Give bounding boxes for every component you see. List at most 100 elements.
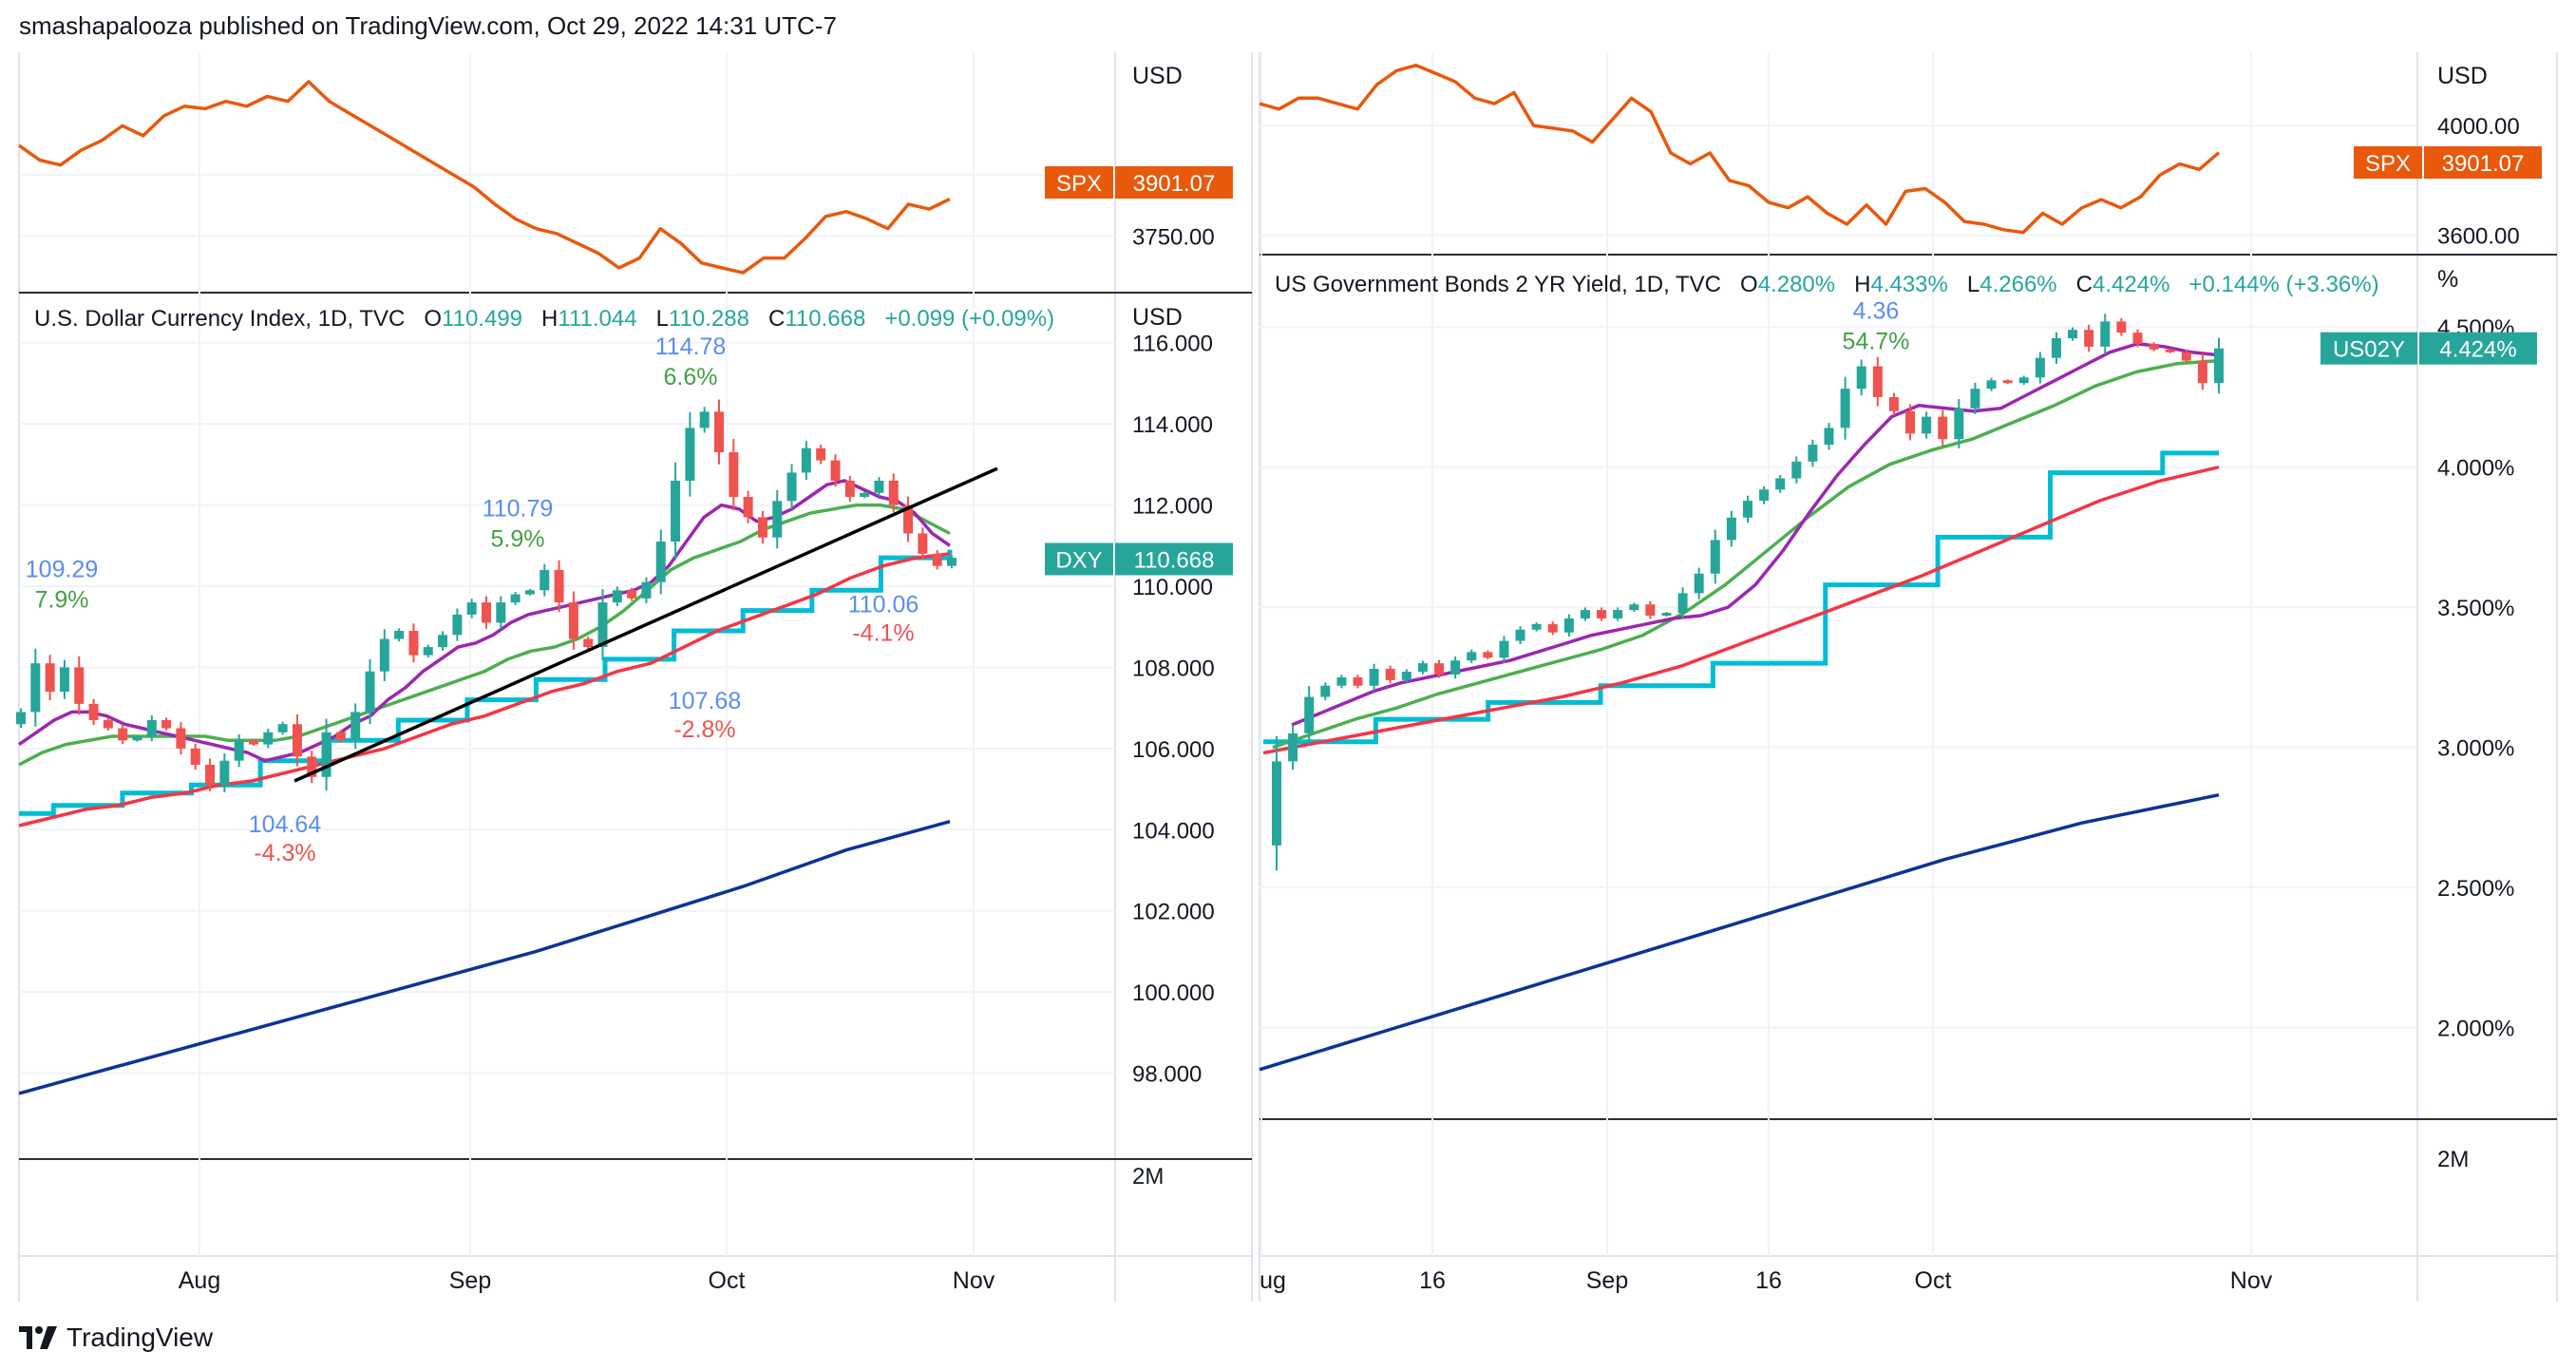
- left-dxy-candle-body: [219, 760, 230, 786]
- right-spx-badge-value: 3901.07: [2442, 151, 2525, 177]
- left-dxy-candle-body: [801, 447, 811, 473]
- us02y-close: 4.424%: [2093, 272, 2170, 297]
- left-annotation-value: 107.68: [669, 688, 741, 714]
- left-dxy-candle-body: [30, 663, 41, 713]
- left-main-tick: 110.000: [1132, 575, 1213, 600]
- right-us02y-candle-body: [1872, 366, 1883, 397]
- right-us02y-candle-body: [1369, 669, 1379, 686]
- left-dxy-candle-body: [496, 602, 506, 623]
- left-x-tick: Aug: [179, 1267, 220, 1294]
- right-us02y-candle-body: [1613, 610, 1623, 618]
- left-dxy-badge-value: 110.668: [1134, 547, 1215, 573]
- tradingview-logo-icon: [19, 1326, 57, 1349]
- left-dxy-candle-body: [743, 497, 753, 518]
- dxy-h-label: H: [541, 306, 559, 332]
- left-dxy-candle-body: [816, 447, 826, 461]
- left-trendline: [294, 466, 998, 783]
- right-green-ma: [1272, 358, 2220, 750]
- left-annotation-value: 114.78: [655, 333, 727, 360]
- left-main-tick: 108.000: [1132, 656, 1215, 681]
- right-x-tick: ug: [1260, 1267, 1286, 1294]
- us02y-c-label: C: [2075, 272, 2093, 297]
- right-spx-badge-symbol-bg: [2354, 146, 2422, 179]
- right-us02y-candle-body: [2165, 349, 2175, 352]
- right-spx-tick: 3600.00: [2437, 224, 2520, 250]
- right-us02y-candle-body: [1417, 663, 1428, 672]
- right-red-ma: [1262, 465, 2220, 755]
- left-dxy-candle-body: [583, 638, 594, 648]
- right-us02y-candle-body: [1401, 671, 1411, 680]
- left-dxy-candle-body: [292, 724, 302, 757]
- left-dxy-badge-symbol: DXY: [1055, 547, 1102, 573]
- left-spx-line: [17, 80, 951, 275]
- right-us02y-candle-body: [1661, 613, 1672, 616]
- left-main-tick: 106.000: [1132, 737, 1215, 763]
- left-spx-badge-symbol: SPX: [1056, 171, 1102, 197]
- right-us02y-candle-body: [1434, 663, 1445, 675]
- us02y-legend: US Government Bonds 2 YR Yield, 1D, TVC …: [1275, 272, 2379, 298]
- left-x-tick: Oct: [709, 1267, 746, 1294]
- left-dxy-badge-value-bg: [1115, 542, 1233, 576]
- left-dxy-candle-body: [714, 411, 724, 453]
- right-us02y-candle-body: [1288, 733, 1298, 762]
- right-us02y-candle-body: [2132, 333, 2143, 344]
- left-purple-ma: [18, 479, 951, 763]
- left-dxy-candle-body: [307, 756, 317, 777]
- left-spx-badge-symbol-bg: [1045, 166, 1113, 199]
- left-dxy-candle-body: [59, 667, 69, 693]
- left-dxy-candle-body: [772, 501, 783, 538]
- tradingview-logo[interactable]: TradingView: [19, 1322, 213, 1353]
- left-dxy-candle-body: [118, 728, 128, 741]
- left-dxy-candle-body: [452, 614, 463, 636]
- left-main-tick: 114.000: [1132, 412, 1213, 438]
- right-us02y-candle-body: [1856, 366, 1866, 390]
- right-annotation-value: 4.36: [1853, 298, 1900, 325]
- left-main-tick: 116.000: [1132, 332, 1213, 357]
- right-us02y-candle-body: [1710, 540, 1720, 574]
- left-chart-frame: [18, 52, 1253, 1302]
- right-chart-frame: [1259, 52, 2558, 1302]
- right-navy-ma: [1259, 792, 2220, 1072]
- left-dxy-candle-body: [277, 724, 288, 733]
- left-dxy-candle-body: [888, 480, 899, 505]
- right-us02y-candle-body: [1938, 416, 1948, 440]
- right-us02y-candle-body: [2181, 352, 2191, 361]
- left-dxy-candle-body: [699, 411, 710, 428]
- us02y-low: 4.266%: [1979, 272, 2057, 297]
- left-main-tick: 104.000: [1132, 818, 1215, 844]
- right-us02y-badge-value-bg: [2419, 332, 2537, 365]
- dxy-change: +0.099 (+0.09%): [884, 306, 1055, 332]
- right-us02y-candle-body: [2149, 343, 2159, 350]
- left-green-ma: [18, 503, 951, 767]
- right-spx-badge-value-bg: [2424, 146, 2542, 179]
- left-dxy-candle-body: [597, 602, 608, 648]
- right-us02y-candle-body: [1694, 573, 1704, 594]
- left-dxy-candle-body: [16, 712, 26, 725]
- left-x-tick: Nov: [953, 1267, 995, 1294]
- left-annotation-pct: -4.1%: [852, 619, 914, 646]
- left-dxy-badge-symbol-bg: [1045, 542, 1113, 576]
- left-annotation-value: 110.06: [848, 591, 919, 618]
- right-x-tick: Nov: [2230, 1267, 2273, 1294]
- left-dxy-candle-body: [408, 630, 419, 656]
- right-us02y-candle-body: [1986, 380, 1997, 390]
- left-dxy-candle-body: [205, 764, 216, 786]
- left-dxy-candle-body: [394, 630, 405, 639]
- right-spx-unit: USD: [2437, 63, 2488, 89]
- left-spx-unit: USD: [1132, 63, 1183, 89]
- left-dxy-candle-body: [830, 460, 841, 481]
- left-dxy-candle-body: [627, 590, 637, 599]
- left-dxy-candle-body: [554, 569, 564, 603]
- left-dxy-candle-body: [466, 602, 477, 615]
- right-us02y-candle-body: [2214, 348, 2224, 384]
- left-dxy-candle-body: [903, 504, 914, 534]
- dxy-close: 110.668: [785, 306, 866, 332]
- right-us02y-badge-symbol: US02Y: [2333, 337, 2405, 363]
- left-dxy-candle-body: [103, 719, 113, 729]
- left-annotation-pct: -2.8%: [673, 716, 735, 743]
- dxy-l-label: L: [655, 306, 669, 332]
- left-dxy-candle-body: [568, 602, 578, 639]
- right-us02y-candle-body: [1677, 593, 1688, 614]
- right-us02y-candle-body: [1272, 761, 1281, 846]
- left-dxy-candle-body: [423, 647, 433, 656]
